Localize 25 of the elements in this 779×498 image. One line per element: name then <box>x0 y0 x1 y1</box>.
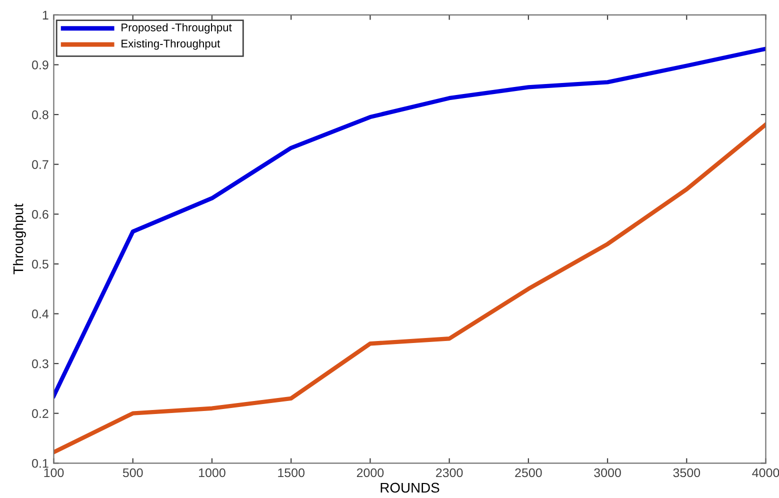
y-tick-label: 0.5 <box>32 260 48 269</box>
y-tick-label: 0.2 <box>32 409 48 418</box>
y-tick-label: 0.7 <box>32 160 48 169</box>
legend-label: Existing-Throughput <box>122 39 220 50</box>
y-tick-label: 0.1 <box>32 458 48 468</box>
y-tick-label: 0.4 <box>32 310 49 318</box>
legend-label: Proposed -Throughput <box>122 23 232 34</box>
x-tick-label: 3000 <box>594 468 621 478</box>
x-tick-label: 4000 <box>752 468 779 478</box>
y-tick-label: 1 <box>42 10 48 20</box>
y-tick-label: 0.9 <box>32 60 48 70</box>
y-tick-label: 0.8 <box>32 110 48 120</box>
y-axis-title: Throughput <box>13 204 26 274</box>
x-tick-label: 3500 <box>673 468 700 478</box>
y-tick-label: 0.3 <box>32 359 48 368</box>
x-tick-label: 500 <box>122 468 143 478</box>
x-tick-label: 2000 <box>356 468 384 478</box>
y-tick-label: 0.6 <box>32 210 48 219</box>
x-tick-label: 1000 <box>199 468 226 478</box>
x-tick-label: 2500 <box>515 468 542 478</box>
x-tick-label: 2300 <box>436 468 463 478</box>
x-tick-label: 100 <box>44 468 64 478</box>
x-axis-title: ROUNDS <box>380 482 440 493</box>
x-tick-label: 1500 <box>278 468 305 478</box>
line-series <box>54 122 766 454</box>
